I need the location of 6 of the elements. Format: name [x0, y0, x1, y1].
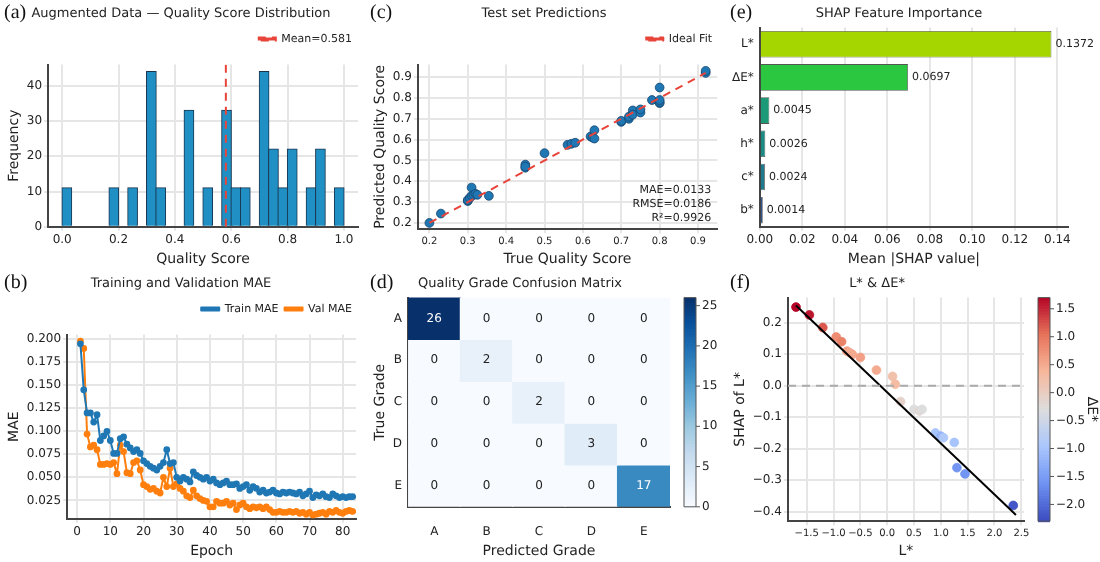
text: (a)	[4, 2, 27, 24]
text: (d)	[370, 272, 394, 294]
text: (f)	[730, 272, 750, 294]
text: (c)	[370, 2, 393, 24]
text: (e)	[730, 2, 753, 24]
text: (b)	[4, 272, 28, 294]
